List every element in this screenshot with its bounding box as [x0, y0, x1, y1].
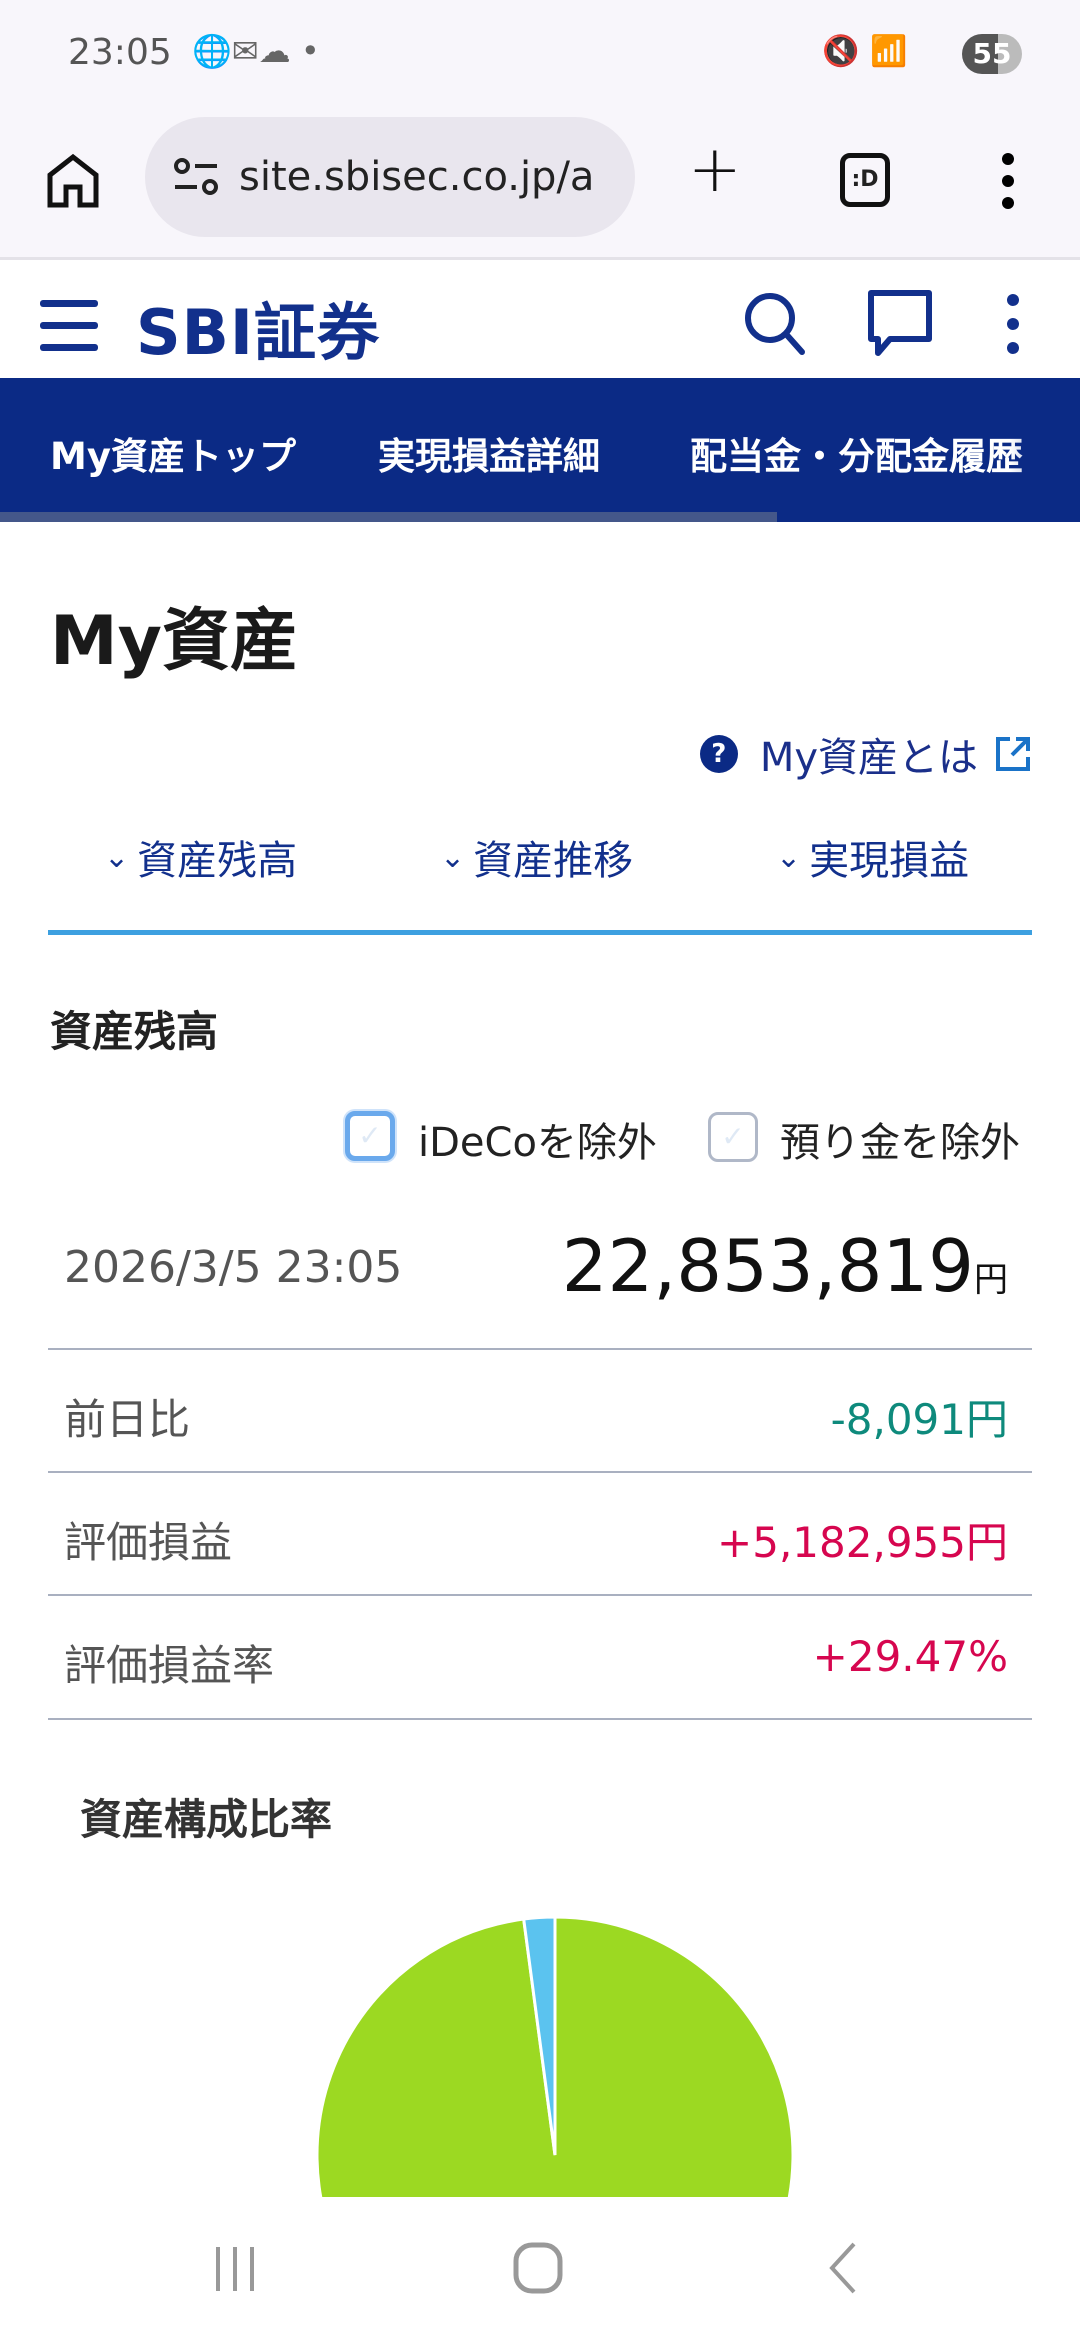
exclude-ideco-checkbox[interactable]: ✓: [345, 1111, 395, 1161]
url-text[interactable]: site.sbisec.co.jp/a: [239, 154, 595, 200]
anchor-realized[interactable]: ⌄ 実現損益: [776, 838, 970, 884]
browser-menu-icon[interactable]: [998, 151, 1018, 211]
site-menu-icon[interactable]: [1003, 292, 1023, 356]
chat-icon[interactable]: [866, 288, 934, 358]
unrealized-pl-label: 評価損益: [64, 1518, 233, 1567]
clock: 23:05: [68, 32, 172, 73]
nav-dividend-history[interactable]: 配当金・分配金履歴: [690, 435, 1023, 478]
tab-switcher-button[interactable]: :D: [840, 153, 890, 207]
chevron-down-icon: ⌄: [104, 839, 130, 875]
exclude-deposit-checkbox[interactable]: ✓: [708, 1112, 758, 1162]
recent-apps-icon[interactable]: [212, 2245, 258, 2293]
site-header: SBI証券: [0, 262, 1080, 378]
status-bar: 23:05 🌐✉☁ • 🔇 📶 55: [0, 0, 1080, 105]
day-change-label: 前日比: [64, 1395, 191, 1444]
page-title: My資産: [50, 602, 298, 681]
wifi-signal-icon: 📶: [870, 34, 908, 69]
chevron-down-icon: ⌄: [440, 839, 466, 875]
back-icon[interactable]: [824, 2241, 860, 2295]
notification-icons: 🌐✉☁ •: [192, 32, 320, 70]
unrealized-pl-rate-value: +29.47%: [812, 1632, 1008, 1681]
balance-datetime: 2026/3/5 23:05: [64, 1242, 403, 1293]
unrealized-pl-row: 評価損益 +5,182,955円: [48, 1473, 1032, 1596]
help-icon: ?: [699, 735, 738, 773]
exclude-ideco-label[interactable]: iDeCoを除外: [418, 1120, 657, 1166]
home-icon[interactable]: [46, 153, 100, 209]
total-balance: 22,853,819: [561, 1224, 974, 1308]
system-nav-bar: [0, 2197, 1080, 2340]
main-nav: My資産トップ 実現損益詳細 配当金・分配金履歴: [0, 378, 1080, 522]
anchor-divider: [48, 930, 1032, 935]
battery-indicator: 55: [962, 34, 1022, 74]
day-change-row: 前日比 -8,091円: [48, 1350, 1032, 1473]
nav-realized-pl-detail[interactable]: 実現損益詳細: [378, 435, 600, 478]
new-tab-button[interactable]: +: [688, 133, 742, 207]
composition-pie-chart: [315, 1915, 795, 2197]
total-row: 2026/3/5 23:05 22,853,819 円: [48, 1224, 1032, 1350]
nav-my-assets-top[interactable]: My資産トップ: [50, 435, 296, 478]
exclude-deposit-label[interactable]: 預り金を除外: [780, 1120, 1020, 1166]
mute-icon: 🔇: [822, 34, 860, 69]
unrealized-pl-value: +5,182,955円: [717, 1518, 1008, 1567]
unrealized-pl-rate-label: 評価損益率: [64, 1641, 275, 1690]
anchor-balance[interactable]: ⌄ 資産残高: [104, 838, 298, 884]
section-anchors: ⌄ 資産残高 ⌄ 資産推移 ⌄ 実現損益: [0, 828, 1080, 888]
help-link[interactable]: ? My資産とは: [699, 725, 1032, 783]
nav-scrollbar[interactable]: [0, 512, 777, 522]
day-change-value: -8,091円: [830, 1395, 1008, 1444]
home-button-icon[interactable]: [512, 2241, 564, 2295]
hamburger-menu-icon[interactable]: [40, 298, 98, 352]
composition-heading: 資産構成比率: [80, 1795, 333, 1844]
nav-fade: [1010, 378, 1080, 522]
balance-heading: 資産残高: [50, 1007, 219, 1056]
site-settings-icon[interactable]: [173, 157, 219, 197]
sbi-logo[interactable]: SBI証券: [136, 296, 380, 369]
pie-slice-1[interactable]: [522, 1915, 557, 2156]
unrealized-pl-rate-row: 評価損益率 +29.47%: [48, 1596, 1032, 1720]
external-link-icon: [996, 737, 1030, 771]
search-icon[interactable]: [742, 290, 808, 356]
chevron-down-icon: ⌄: [776, 839, 802, 875]
help-link-label[interactable]: My資産とは: [759, 735, 978, 781]
browser-toolbar: site.sbisec.co.jp/a + :D: [0, 105, 1080, 260]
total-currency: 円: [974, 1260, 1008, 1300]
anchor-transition[interactable]: ⌄ 資産推移: [440, 838, 634, 884]
address-bar[interactable]: site.sbisec.co.jp/a: [145, 117, 635, 237]
